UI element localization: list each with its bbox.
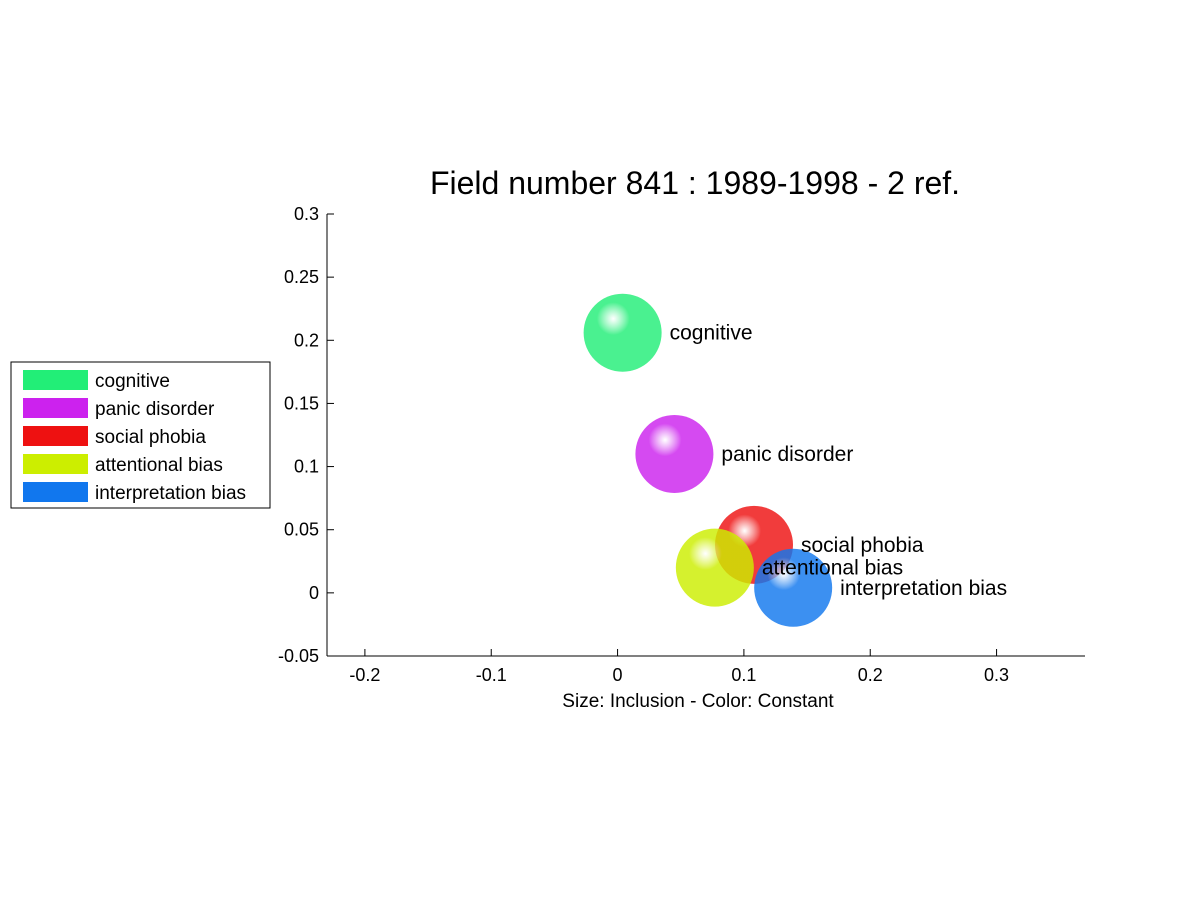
point-label: attentional bias xyxy=(762,557,903,580)
point-label: panic disorder xyxy=(721,443,853,466)
x-axis-label: Size: Inclusion - Color: Constant xyxy=(562,691,834,712)
y-tick-label: 0.3 xyxy=(294,204,319,224)
legend-label: attentional bias xyxy=(95,455,223,476)
y-tick-label: 0.05 xyxy=(284,520,319,540)
bubble-cognitive xyxy=(583,293,662,372)
legend: cognitive panic disorder social phobia atte… xyxy=(10,361,271,509)
y-tick-label: -0.05 xyxy=(278,646,319,666)
legend-swatch xyxy=(23,482,88,502)
legend-swatch xyxy=(23,454,88,474)
point-label: social phobia xyxy=(801,534,924,557)
point-labels: cognitive panic disorder social phobiaatte… xyxy=(670,322,1007,600)
bubble-panic-disorder xyxy=(635,414,714,493)
x-tick-label: -0.2 xyxy=(349,665,380,685)
x-tick-label: 0.1 xyxy=(731,665,756,685)
legend-label: interpretation bias xyxy=(95,483,246,504)
x-tick-label: 0.2 xyxy=(858,665,883,685)
bubble-attentional-bias xyxy=(675,528,754,607)
x-tick-label: -0.1 xyxy=(476,665,507,685)
legend-label: cognitive xyxy=(95,371,170,392)
axes: -0.05 0 0.05 0.1 0.15 0.2 0.25 0.3 -0.2 -0.1 0 0.1 0… xyxy=(278,204,1085,685)
legend-label: social phobia xyxy=(95,427,206,448)
y-tick-label: 0.25 xyxy=(284,267,319,287)
bubbles xyxy=(583,293,833,627)
y-tick-label: 0.1 xyxy=(294,457,319,477)
legend-swatch xyxy=(23,426,88,446)
bubble-interpretation-bias xyxy=(754,548,833,627)
legend-label: panic disorder xyxy=(95,399,215,420)
legend-swatch xyxy=(23,398,88,418)
point-label: interpretation bias xyxy=(840,577,1007,600)
y-tick-label: 0 xyxy=(309,583,319,603)
legend-swatch xyxy=(23,370,88,390)
point-label: cognitive xyxy=(670,322,753,345)
x-tick-label: 0 xyxy=(613,665,623,685)
y-tick-label: 0.2 xyxy=(294,330,319,350)
y-tick-label: 0.15 xyxy=(284,393,319,413)
chart-title: Field number 841 : 1989-1998 - 2 ref. xyxy=(430,165,960,201)
x-tick-label: 0.3 xyxy=(984,665,1009,685)
